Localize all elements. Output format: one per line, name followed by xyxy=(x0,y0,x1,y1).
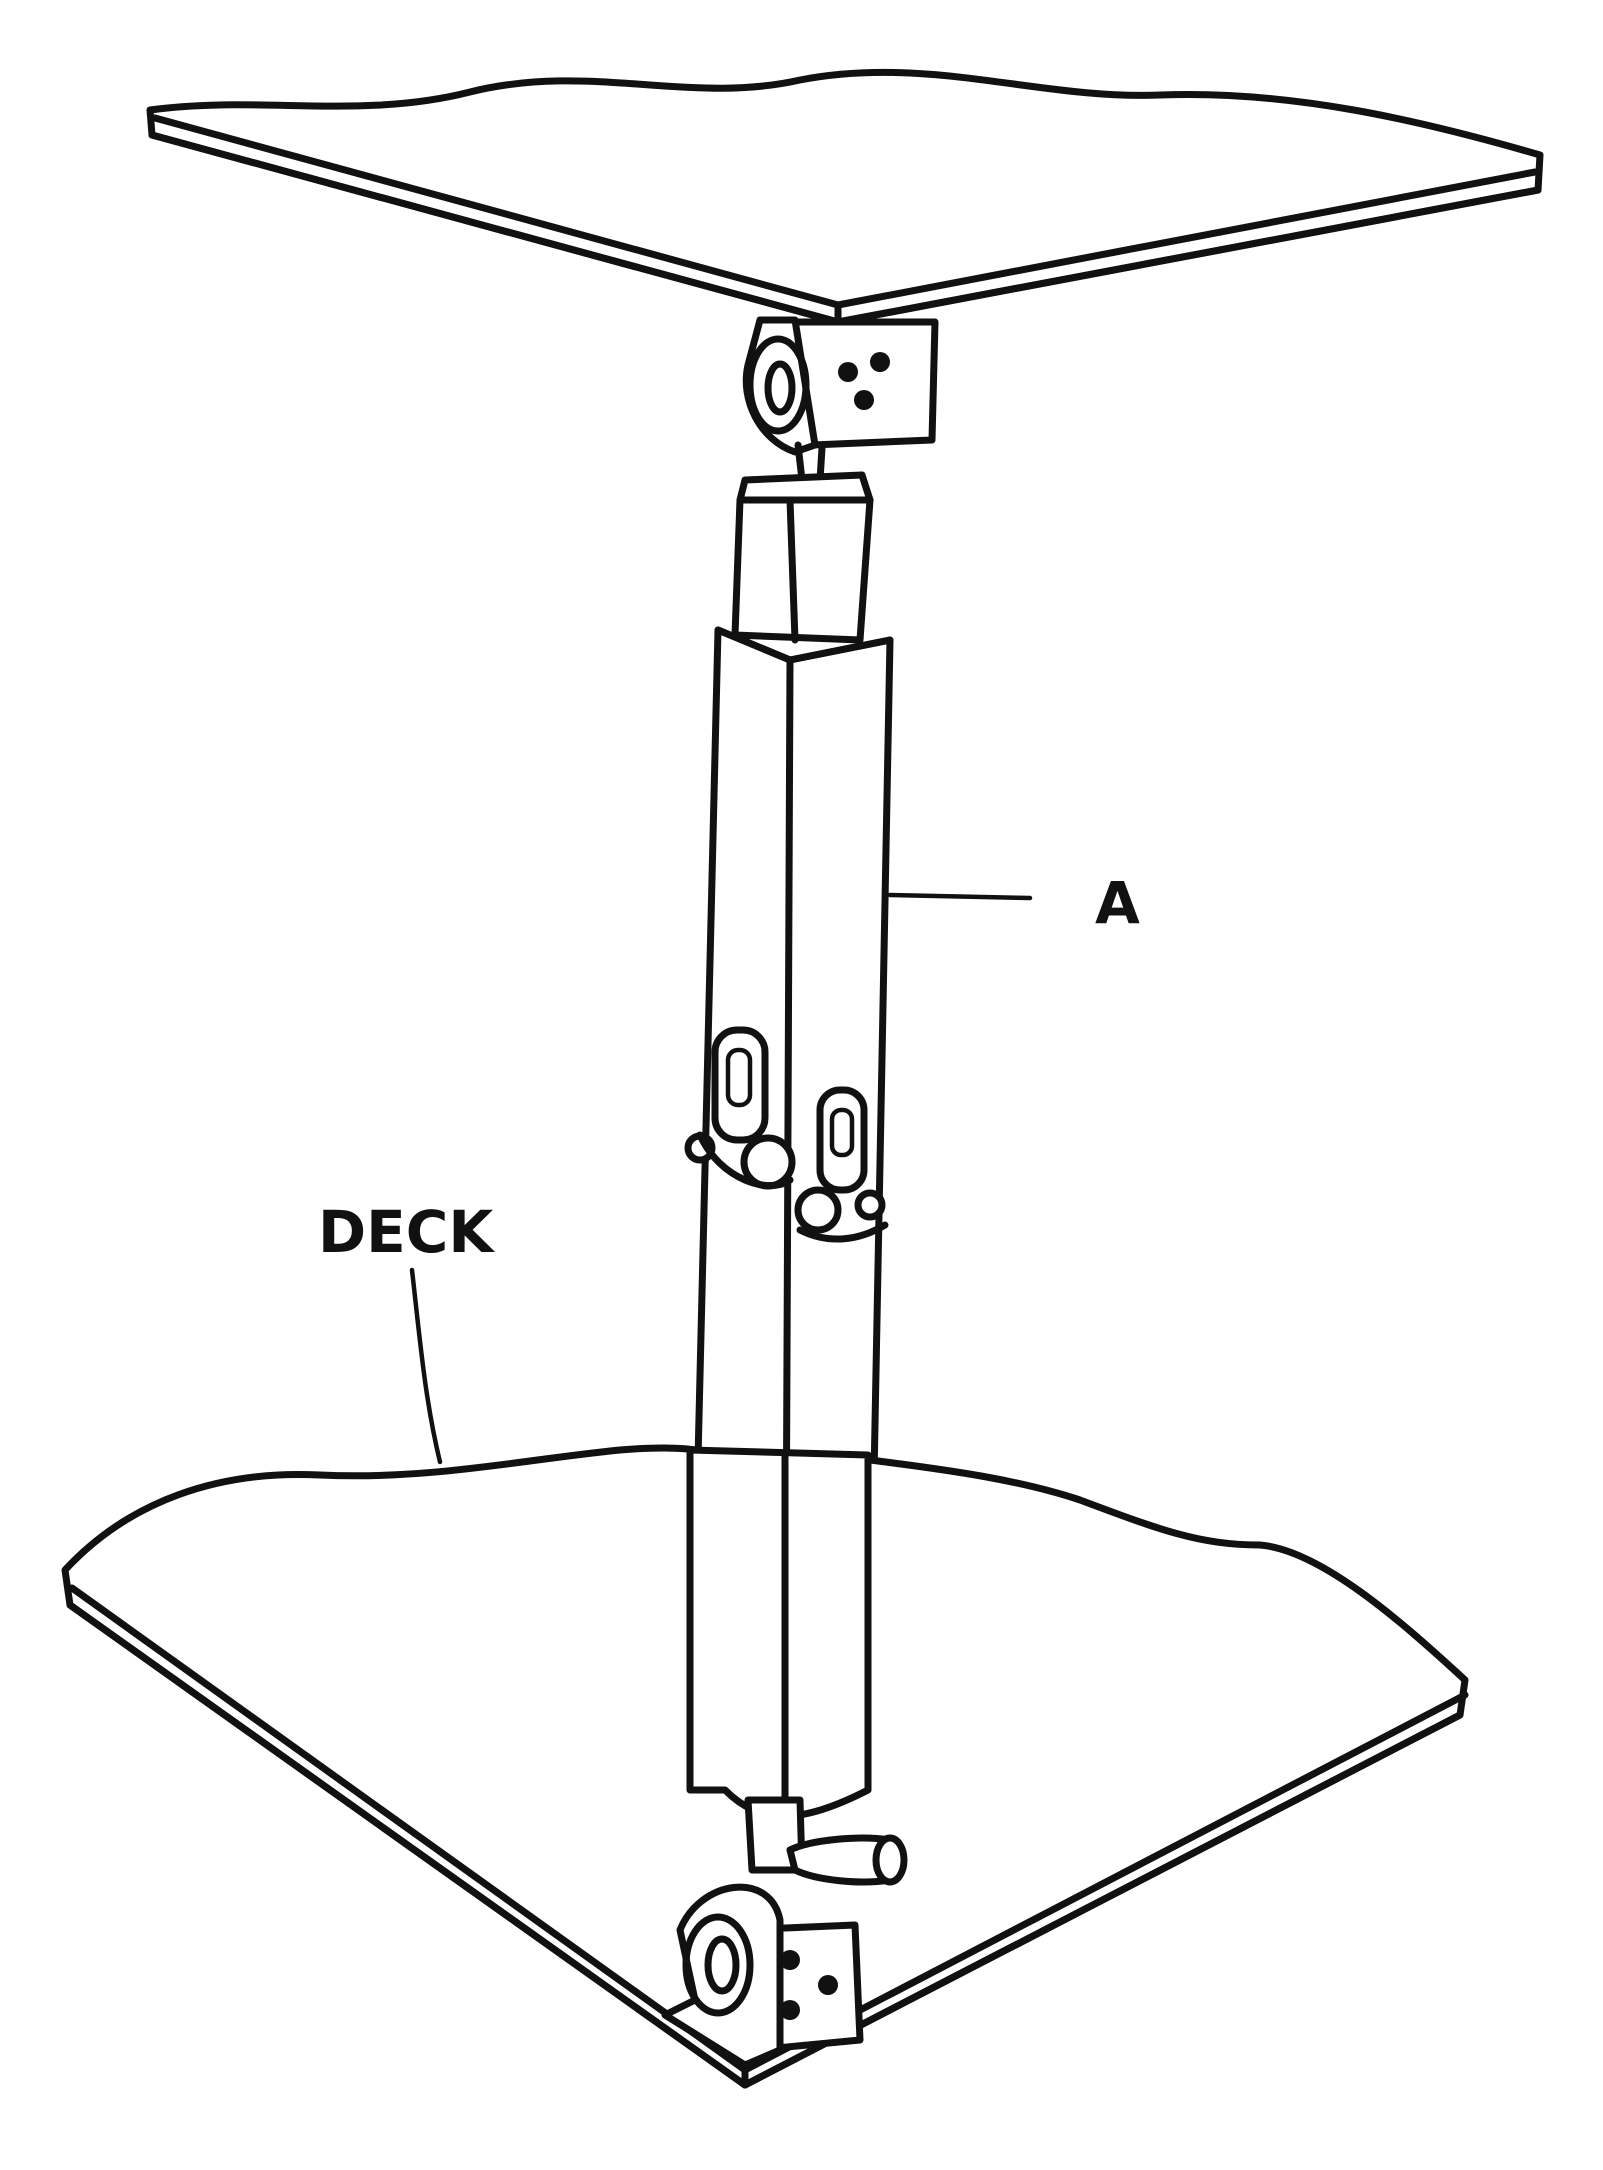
top-bracket xyxy=(742,316,939,484)
overhead-plate xyxy=(146,68,1544,326)
callout-a-leader xyxy=(887,892,1033,901)
locking-clamp-left xyxy=(684,1026,796,1190)
callout-deck-label: DECK xyxy=(318,1198,495,1266)
callout-a: A xyxy=(887,869,1140,937)
callout-a-label: A xyxy=(1095,869,1140,937)
inner-tube xyxy=(731,471,874,644)
callout-deck-leader xyxy=(409,1267,443,1465)
tube-base-section xyxy=(686,1446,872,1820)
callout-deck: DECK xyxy=(318,1198,495,1465)
locking-clamp-right xyxy=(794,1086,889,1243)
bottom-bracket xyxy=(661,1796,908,2069)
